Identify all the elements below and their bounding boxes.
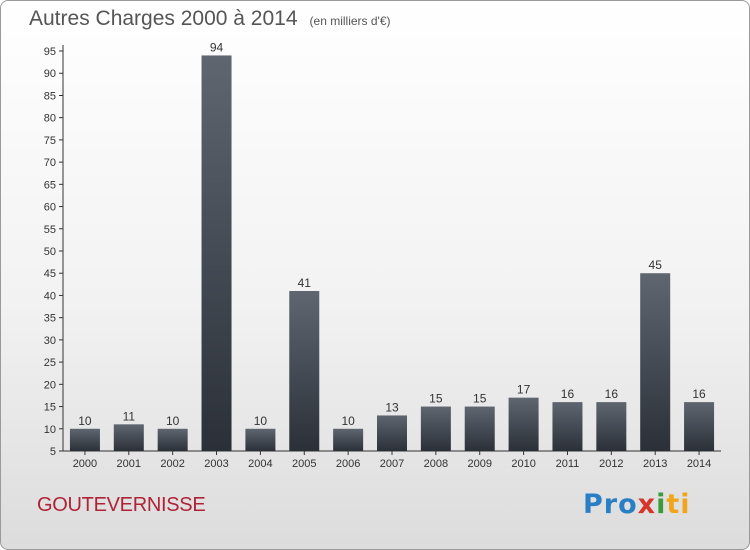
- bar: [245, 428, 276, 451]
- value-label: 94: [210, 40, 224, 54]
- y-tick-label: 25: [44, 357, 56, 369]
- y-tick-label: 40: [44, 290, 56, 302]
- value-label: 16: [692, 387, 706, 401]
- x-tick-label: 2010: [511, 458, 535, 470]
- value-label: 10: [341, 414, 355, 428]
- bar: [596, 402, 627, 451]
- bar: [508, 397, 539, 451]
- y-tick-label: 30: [44, 335, 56, 347]
- bar: [420, 406, 451, 451]
- y-tick-label: 85: [44, 90, 56, 102]
- x-axis: 2000 2001 2002 2003 2004 2005 2006 2007 2008 2009…: [63, 450, 721, 470]
- value-label: 15: [473, 392, 487, 406]
- bar: [289, 291, 320, 451]
- x-tick-label: 2005: [292, 458, 316, 470]
- y-tick-label: 60: [44, 202, 56, 214]
- x-tick-label: 2000: [73, 458, 97, 470]
- x-tick-label: 2002: [160, 458, 184, 470]
- bar: [333, 428, 364, 451]
- bar: [464, 406, 495, 451]
- bar: [113, 424, 144, 451]
- y-tick-label: 35: [44, 313, 56, 325]
- x-tick-label: 2006: [336, 458, 360, 470]
- x-tick-label: 2003: [204, 458, 228, 470]
- x-tick-label: 2014: [687, 458, 711, 470]
- x-tick-label: 2004: [248, 458, 272, 470]
- chart-title-text: Autres Charges 2000 à 2014: [29, 7, 298, 30]
- y-tick-label: 45: [44, 268, 56, 280]
- value-label: 16: [561, 387, 575, 401]
- y-tick-label: 50: [44, 246, 56, 258]
- x-tick-label: 2013: [643, 458, 667, 470]
- value-label: 10: [166, 414, 180, 428]
- y-tick-label: 80: [44, 113, 56, 125]
- y-tick-label: 5: [50, 446, 56, 458]
- y-tick-label: 95: [44, 46, 56, 58]
- value-label: 15: [429, 392, 443, 406]
- y-tick-label: 10: [44, 424, 56, 436]
- y-axis: 5 10 15 20 25 30 35 40 45 50 55 60 65 70 75 80 85 90 95: [44, 45, 64, 458]
- x-tick-label: 2008: [424, 458, 448, 470]
- y-tick-label: 65: [44, 179, 56, 191]
- bar: [684, 402, 715, 451]
- x-tick-label: 2007: [380, 458, 404, 470]
- x-tick-label: 2001: [117, 458, 141, 470]
- value-label: 10: [78, 414, 92, 428]
- y-tick-label: 20: [44, 379, 56, 391]
- bar: [552, 402, 583, 451]
- bar: [69, 428, 100, 451]
- y-tick-label: 90: [44, 68, 56, 80]
- y-tick-label: 55: [44, 224, 56, 236]
- bars: 10 11 10 94 10 41 10 13 15 15 17 16 16 45 16: [69, 40, 715, 451]
- bar: [157, 428, 188, 451]
- y-tick-label: 70: [44, 157, 56, 169]
- bar: [201, 55, 232, 451]
- value-label: 11: [123, 409, 136, 423]
- chart-unit: (en milliers d'€): [309, 14, 391, 28]
- city-name: GOUTEVERNISSE: [37, 494, 206, 516]
- proxiti-logo: Proxiti: [583, 489, 691, 520]
- bar: [377, 415, 407, 451]
- x-tick-label: 2009: [467, 458, 491, 470]
- value-label: 16: [605, 387, 619, 401]
- y-tick-label: 75: [44, 135, 56, 147]
- x-tick-label: 2012: [599, 458, 623, 470]
- x-tick-label: 2011: [556, 458, 580, 470]
- value-label: 45: [649, 258, 663, 272]
- y-tick-label: 15: [44, 402, 56, 414]
- value-label: 13: [385, 400, 399, 414]
- value-label: 17: [517, 383, 531, 397]
- chart-title: Autres Charges 2000 à 2014 (en milliers d…: [29, 7, 391, 31]
- value-label: 41: [298, 276, 312, 290]
- bar: [640, 273, 671, 451]
- value-label: 10: [254, 414, 268, 428]
